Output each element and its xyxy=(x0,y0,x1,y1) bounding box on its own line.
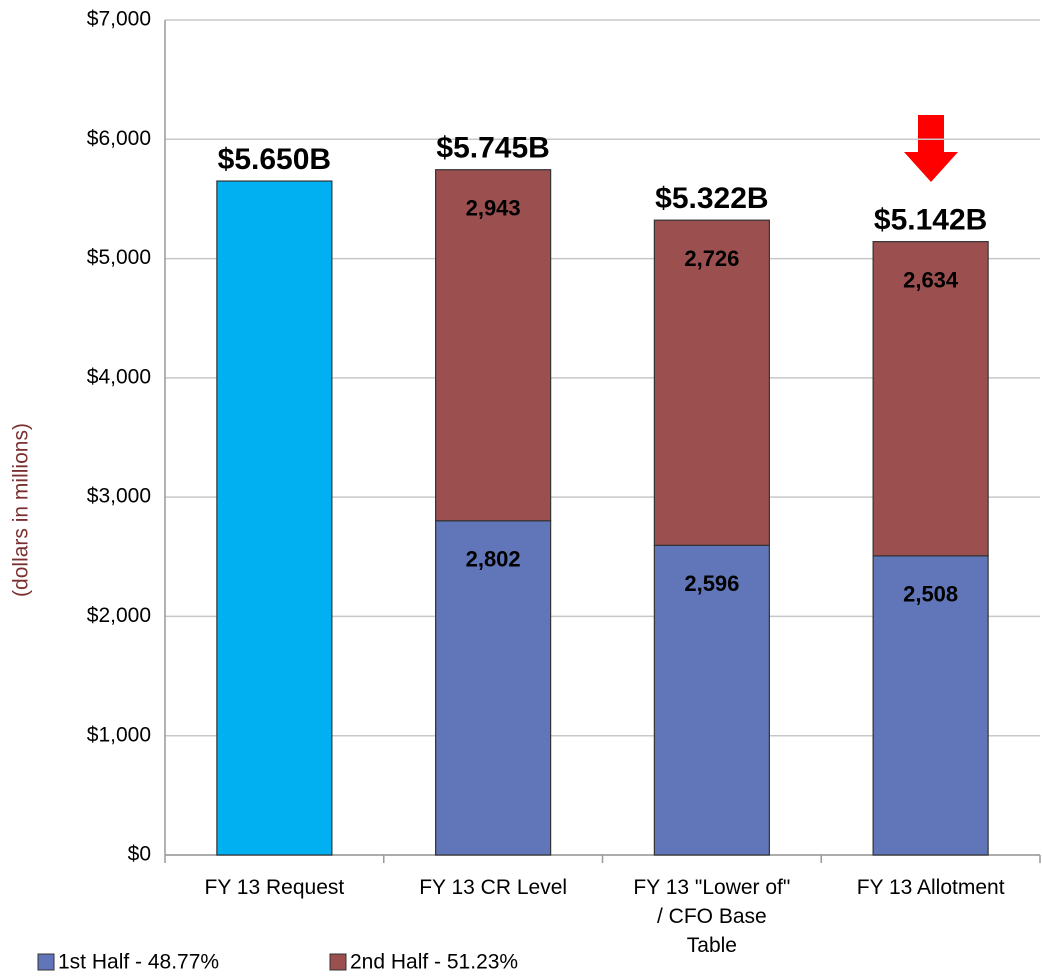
y-tick-label: $4,000 xyxy=(87,365,151,388)
y-tick-label: $5,000 xyxy=(87,246,151,269)
bar-segment xyxy=(435,169,552,522)
y-axis-label: (dollars in millions) xyxy=(10,423,33,597)
y-tick-label: $2,000 xyxy=(87,604,151,627)
value-label: 2,508 xyxy=(903,582,958,607)
arrow xyxy=(904,115,958,182)
x-tick-label: FY 13 Allotment xyxy=(857,876,1005,899)
legend-label: 1st Half - 48.77% xyxy=(58,951,219,974)
legend-swatch xyxy=(329,953,347,971)
y-tick-label: $7,000 xyxy=(87,8,151,31)
legend-label: 2nd Half - 51.23% xyxy=(350,951,518,974)
x-tick-label: FY 13 "Lower of" / CFO Base Table xyxy=(633,876,790,957)
total-label: $5.650B xyxy=(218,143,331,176)
value-label: 2,802 xyxy=(466,547,521,572)
bar-segment xyxy=(653,219,770,546)
total-label: $5.142B xyxy=(874,204,987,237)
bar-segment xyxy=(653,544,770,856)
bar-segment xyxy=(216,180,333,856)
total-label: $5.745B xyxy=(436,132,549,165)
y-tick-label: $1,000 xyxy=(87,723,151,746)
y-tick-label: $6,000 xyxy=(87,127,151,150)
x-tick-label: FY 13 CR Level xyxy=(419,876,567,899)
value-label: 2,634 xyxy=(903,267,959,292)
value-label: 2,726 xyxy=(684,246,739,271)
value-label: 2,943 xyxy=(466,196,521,221)
bar-segment xyxy=(872,555,989,856)
bar-segment xyxy=(435,520,552,856)
value-label: 2,596 xyxy=(684,571,739,596)
total-label: $5.322B xyxy=(655,182,768,215)
x-tick-label: FY 13 Request xyxy=(205,876,345,899)
bar-segment xyxy=(872,241,989,557)
legend-swatch xyxy=(37,953,55,971)
y-tick-label: $3,000 xyxy=(87,485,151,508)
y-tick-label: $0 xyxy=(128,843,151,866)
